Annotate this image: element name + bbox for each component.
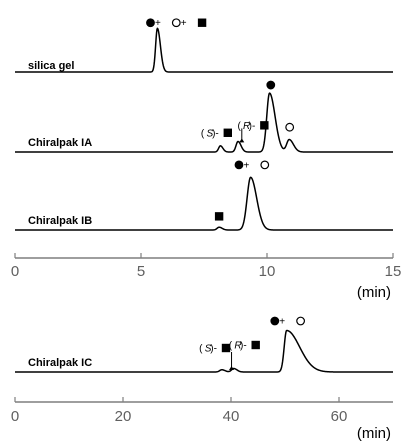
peak-annotation: (S)- xyxy=(199,343,231,355)
x-tick-label: 15 xyxy=(385,263,402,280)
x-tick-label: 10 xyxy=(259,263,276,280)
peak-annotation: (S)- xyxy=(201,128,232,139)
arrow-head xyxy=(229,366,235,370)
chromatogram-trace: silica gel + + xyxy=(14,18,394,73)
x-tick-label: 0 xyxy=(11,263,19,280)
annotation-text: + xyxy=(243,160,249,171)
x-tick-label: 40 xyxy=(223,408,240,425)
trace-line xyxy=(14,92,394,153)
peak-annotation: (R)- xyxy=(229,341,260,352)
open-circle-marker xyxy=(285,122,295,132)
peak-annotation xyxy=(214,212,224,221)
x-axis: 0 5 10 15 (min) xyxy=(11,253,402,301)
trace-label: silica gel xyxy=(28,60,74,72)
annotation-arrow xyxy=(229,352,235,370)
arrow-head xyxy=(239,138,245,143)
annotation-text: + xyxy=(279,317,285,328)
filled-circle-marker xyxy=(270,316,280,326)
filled-circle-marker xyxy=(146,18,155,28)
annotation-italic-text: S xyxy=(207,128,214,139)
filled-square-marker xyxy=(197,18,207,27)
trace-line xyxy=(14,176,394,231)
chart-panel-2: Chiralpak IC(S)-(R)- + 0 20 40 60(min) xyxy=(11,316,394,442)
filled-square-marker xyxy=(214,212,224,221)
open-circle-marker xyxy=(296,316,306,326)
annotation-text: ( xyxy=(229,341,233,352)
peak-annotation xyxy=(285,122,295,132)
open-circle-marker xyxy=(171,18,181,28)
x-tick-label: 5 xyxy=(137,263,145,280)
annotation-italic-text: R xyxy=(234,341,241,352)
annotation-arrow xyxy=(239,128,245,143)
filled-circle-marker xyxy=(234,160,244,170)
chromatogram-trace: Chiralpak IA(S)-(R)- xyxy=(14,80,394,153)
annotation-text: )- xyxy=(210,344,217,355)
x-axis-unit-label: (min) xyxy=(357,284,391,301)
annotation-text: )- xyxy=(249,121,256,132)
annotation-text: )- xyxy=(240,341,247,352)
annotation-text: ( xyxy=(237,121,241,132)
chart-panel-1: silica gel + + Chiralpak IA(S)-(R)-Chira… xyxy=(11,18,402,301)
x-tick-label: 20 xyxy=(115,408,132,425)
trace-label: Chiralpak IC xyxy=(28,357,92,369)
trace-line xyxy=(14,27,394,73)
peak-annotation: (R)- xyxy=(237,121,269,132)
annotation-italic-text: S xyxy=(205,344,212,355)
annotation-italic-text: R xyxy=(243,121,250,132)
x-axis-unit-label: (min) xyxy=(357,425,391,442)
chromatogram-trace: Chiralpak IC(S)-(R)- + xyxy=(14,316,394,373)
annotation-text: ( xyxy=(201,128,205,139)
chromatogram-trace: Chiralpak IB + xyxy=(14,160,394,231)
x-axis: 0 20 40 60 (min) xyxy=(11,397,393,442)
peak-annotation: + xyxy=(270,316,306,328)
trace-label: Chiralpak IB xyxy=(28,215,92,227)
trace-label: Chiralpak IA xyxy=(28,137,92,149)
filled-square-marker xyxy=(221,343,231,353)
filled-square-marker xyxy=(251,340,260,350)
trace-line xyxy=(14,329,394,373)
annotation-text: + xyxy=(155,18,161,29)
annotation-text: + xyxy=(181,18,187,29)
peak-annotation: + + xyxy=(146,18,207,29)
annotation-text: ( xyxy=(199,344,203,355)
filled-circle-marker xyxy=(266,80,276,90)
peak-annotation xyxy=(266,80,276,90)
peak-annotation: + xyxy=(234,160,270,171)
x-tick-label: 0 xyxy=(11,408,19,425)
x-tick-label: 60 xyxy=(331,408,348,425)
open-circle-marker xyxy=(260,160,270,170)
filled-square-marker xyxy=(260,121,269,130)
filled-square-marker xyxy=(223,128,232,137)
annotation-text: )- xyxy=(212,128,219,139)
